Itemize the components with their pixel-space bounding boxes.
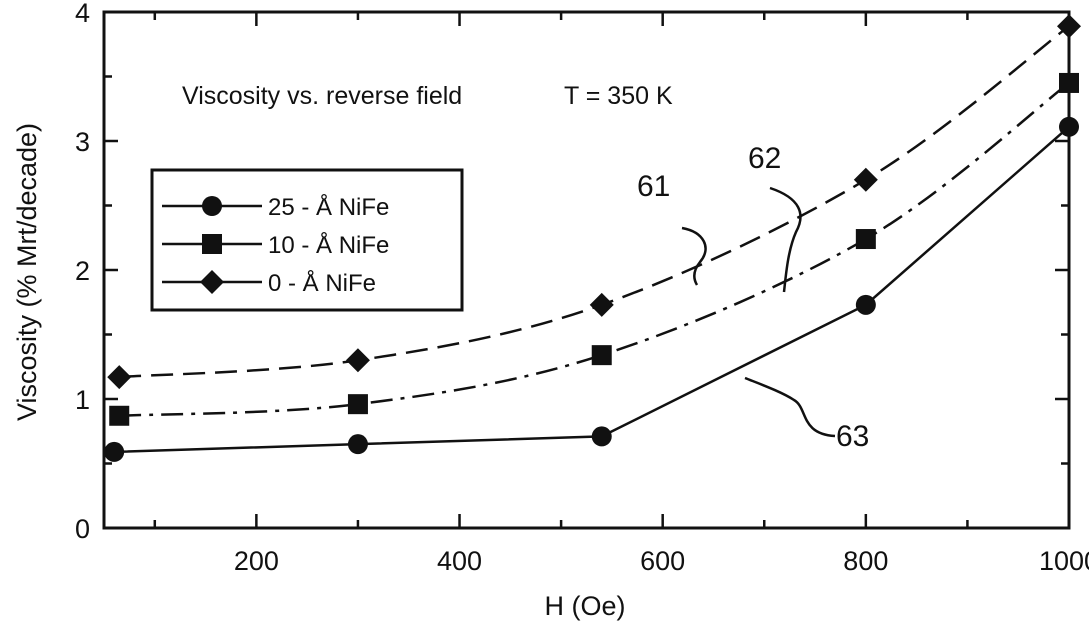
x-axis-label: H (Oe): [545, 591, 626, 621]
y-tick-label: 4: [75, 0, 90, 28]
y-tick-label: 1: [75, 385, 90, 415]
data-point-circle: [855, 294, 876, 315]
callout-label: 62: [748, 142, 781, 175]
x-tick-label: 800: [843, 546, 888, 576]
chart-subtitle: T = 350 K: [564, 82, 673, 110]
data-point-square: [591, 345, 612, 366]
x-tick-label: 200: [234, 546, 279, 576]
y-tick-label: 2: [75, 256, 90, 286]
data-point-diamond: [853, 167, 878, 192]
y-tick-label: 3: [75, 127, 90, 157]
data-point-square: [109, 405, 130, 426]
x-tick-label: 600: [640, 546, 685, 576]
callout-leader: [744, 376, 836, 438]
legend-label: 0 - Å NiFe: [268, 269, 376, 297]
data-point-circle: [347, 434, 368, 455]
legend-label: 10 - Å NiFe: [268, 231, 389, 259]
callout-leader: [681, 226, 707, 286]
data-point-square: [855, 229, 876, 250]
data-point-circle: [591, 426, 612, 447]
legend-label: 25 - Å NiFe: [268, 193, 389, 221]
data-point-square: [347, 394, 368, 415]
legend-marker-square: [202, 234, 222, 254]
data-point-circle: [1059, 116, 1079, 137]
data-point-square: [1059, 72, 1079, 93]
y-axis-label: Viscosity (% Mrt/decade): [12, 123, 42, 421]
y-tick-label: 0: [75, 514, 90, 544]
legend-marker-circle: [202, 196, 222, 216]
x-tick-label: 400: [437, 546, 482, 576]
callout-label: 63: [836, 420, 869, 453]
data-point-diamond: [589, 292, 614, 317]
callout-label: 61: [637, 170, 670, 203]
chart-title: Viscosity vs. reverse field: [182, 82, 462, 110]
data-point-circle: [104, 441, 125, 462]
data-point-diamond: [345, 348, 370, 373]
callout-leader: [769, 186, 802, 293]
legend-marker-diamond: [200, 270, 224, 294]
data-point-diamond: [107, 365, 132, 390]
data-point-diamond: [1057, 14, 1081, 39]
